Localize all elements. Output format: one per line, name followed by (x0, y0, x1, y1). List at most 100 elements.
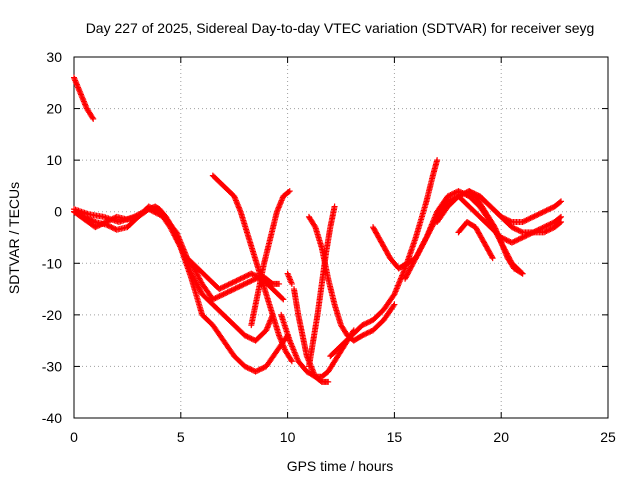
data-point (452, 189, 459, 196)
x-tick-label: 10 (280, 429, 296, 445)
data-point (245, 278, 252, 285)
data-point (539, 209, 546, 216)
data-point (506, 238, 513, 245)
data-point (288, 356, 295, 363)
data-point (88, 217, 95, 224)
data-point (360, 331, 367, 338)
data-point (531, 213, 538, 220)
data-point (109, 224, 116, 231)
data-point (224, 289, 231, 296)
data-point (244, 279, 251, 286)
plot-border (73, 56, 609, 419)
data-point (548, 225, 555, 232)
data-point (90, 115, 97, 122)
data-point (232, 285, 239, 292)
data-point (230, 278, 237, 285)
data-point (508, 224, 515, 231)
data-point (547, 226, 554, 233)
data-point (542, 208, 549, 215)
data-point (224, 282, 231, 289)
series-s7 (248, 188, 293, 329)
series-s17 (455, 219, 496, 262)
data-point (216, 293, 223, 300)
x-tick-label: 0 (70, 429, 78, 445)
data-point (248, 366, 255, 373)
data-point (237, 282, 244, 289)
data-point (542, 228, 549, 235)
data-point (518, 269, 525, 276)
data-point (367, 328, 374, 335)
data-point (512, 226, 519, 233)
y-tick-label: 30 (46, 49, 62, 65)
data-point (364, 319, 371, 326)
data-point (251, 276, 258, 283)
data-point (220, 291, 227, 298)
data-point (532, 228, 539, 235)
data-point (444, 193, 451, 200)
x-tick-label: 15 (387, 429, 403, 445)
data-point (548, 204, 555, 211)
data-point (502, 236, 509, 243)
data-point (534, 211, 541, 218)
data-point (448, 191, 455, 198)
data-point (247, 335, 254, 342)
data-point (288, 358, 295, 365)
y-tick-labels: 30 20 10 0 -10 -20 -30 -40 (42, 49, 62, 426)
y-tick-label: 0 (54, 204, 62, 220)
data-point (359, 332, 366, 339)
data-point (540, 229, 547, 236)
data-point (111, 225, 118, 232)
data-point (252, 368, 259, 375)
data-point (255, 367, 262, 374)
data-point (531, 228, 538, 235)
data-point (524, 216, 531, 223)
data-point (233, 284, 240, 291)
series-s1 (71, 74, 97, 122)
series-s18 (476, 193, 565, 236)
data-point (516, 235, 523, 242)
data-point (219, 291, 226, 298)
series-s4 (71, 206, 287, 303)
data-point (228, 287, 235, 294)
data-point (543, 207, 550, 214)
data-point (515, 236, 522, 243)
x-tick-labels: 0 5 10 15 20 25 (70, 429, 616, 445)
data-point (223, 289, 230, 296)
data-point (311, 222, 318, 229)
data-point (105, 222, 112, 229)
data-point (236, 276, 243, 283)
data-point (247, 366, 254, 373)
data-point (510, 224, 517, 231)
data-point (331, 203, 338, 210)
data-point (530, 213, 537, 220)
data-point (245, 365, 252, 372)
data-point (456, 192, 463, 199)
data-point (540, 224, 547, 231)
data-point (544, 206, 551, 213)
data-point (209, 296, 216, 303)
data-point (248, 270, 255, 277)
data-point (519, 234, 526, 241)
data-point (362, 320, 369, 327)
data-point (548, 220, 555, 227)
data-point (243, 364, 250, 371)
data-point (527, 215, 534, 222)
data-point (538, 210, 545, 217)
series-s12 (305, 203, 338, 370)
data-point (511, 225, 518, 232)
data-point (233, 277, 240, 284)
x-tick-label: 20 (493, 429, 509, 445)
data-point (455, 193, 462, 200)
data-point (526, 215, 533, 222)
data-point (362, 331, 369, 338)
data-point (237, 275, 244, 282)
data-point (213, 294, 220, 301)
data-point (241, 332, 248, 339)
data-point (221, 290, 228, 297)
series-s8 (284, 270, 295, 287)
data-point (243, 280, 250, 287)
data-point (239, 282, 246, 289)
x-axis-label: GPS time / hours (287, 458, 394, 474)
data-point (225, 288, 232, 295)
data-point (511, 238, 518, 245)
